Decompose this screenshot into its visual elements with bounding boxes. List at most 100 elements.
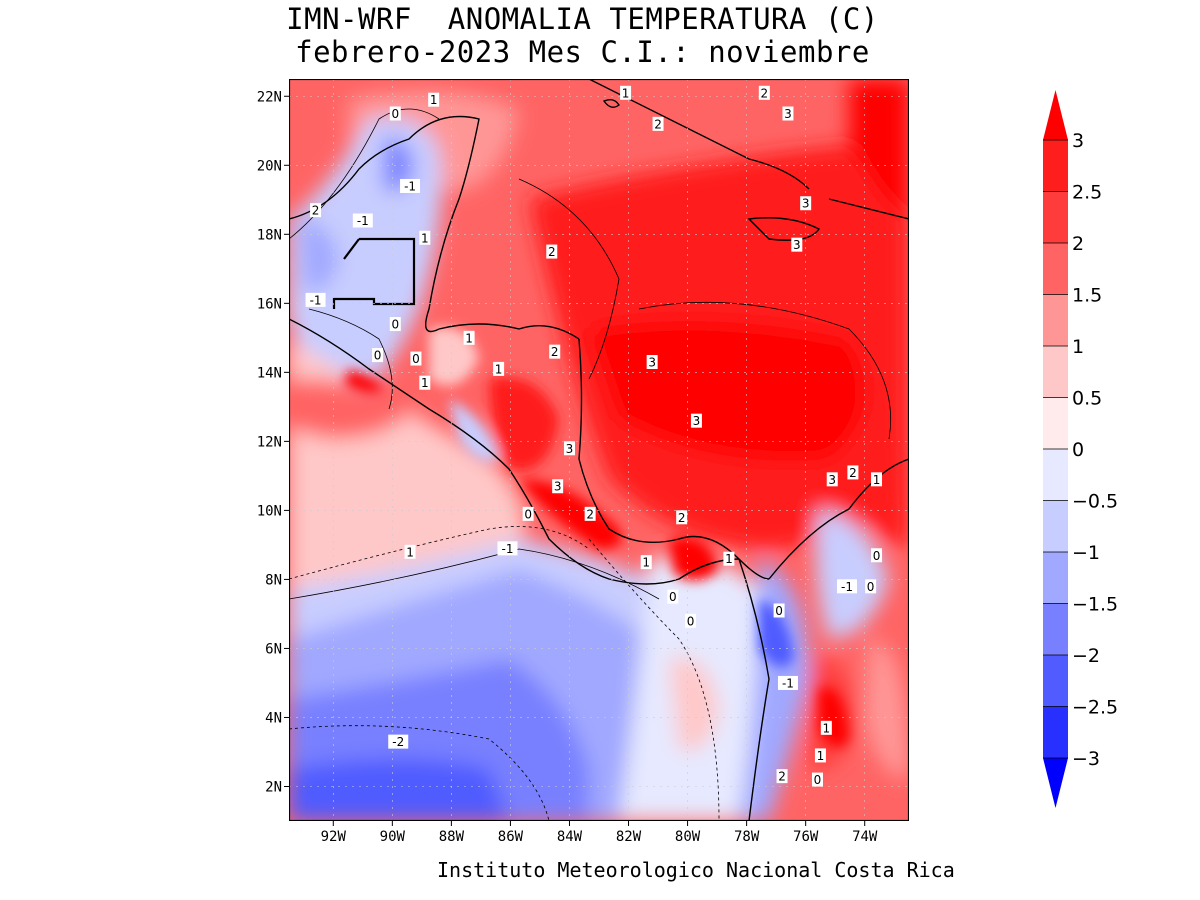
contour-label-box <box>773 603 785 618</box>
contour-label-text: -1 <box>782 676 794 690</box>
contour-label-box <box>305 292 326 307</box>
contour-label-box <box>400 178 421 193</box>
contour-label-box <box>814 748 826 763</box>
anomaly-field <box>289 79 909 821</box>
map-frame <box>289 79 909 821</box>
contour-label-box <box>782 106 794 121</box>
contour-label-box <box>549 344 561 359</box>
contour-label: 1 <box>404 544 416 559</box>
contour-label: -1 <box>400 178 421 193</box>
contour-label-box <box>723 551 735 566</box>
contour-label: 0 <box>410 351 422 366</box>
contour-label: 0 <box>389 106 401 121</box>
lon-tick-label: 78W <box>734 829 760 845</box>
contour-label-text: 2 <box>654 117 662 131</box>
contour-label-text: 2 <box>761 86 769 100</box>
contour-label-text: 1 <box>465 331 473 345</box>
colorbar-level-label: 3 <box>1072 130 1084 152</box>
contour-label: 1 <box>419 375 431 390</box>
contour-label: 3 <box>552 479 564 494</box>
colorbar-swatch <box>1043 140 1068 192</box>
contour-label: 2 <box>549 344 561 359</box>
contour-label-box <box>563 441 575 456</box>
lon-tick-label: 86W <box>498 829 524 845</box>
contour-label-box <box>820 720 832 735</box>
contour-label: 3 <box>826 472 838 487</box>
contour-label: 0 <box>685 613 697 628</box>
graticule <box>289 79 909 821</box>
contour-label-box <box>419 375 431 390</box>
contour-label: 1 <box>419 230 431 245</box>
colorbar-under-triangle <box>1043 758 1068 808</box>
contour-label-box <box>652 116 664 131</box>
contour-label-box <box>871 548 883 563</box>
contour-label: 1 <box>814 748 826 763</box>
contour-label-text: 3 <box>828 473 836 487</box>
contour-label: 2 <box>776 769 788 784</box>
contour-label-box <box>865 579 877 594</box>
contour-label-text: 2 <box>678 511 686 525</box>
coastlines <box>289 79 909 821</box>
contour-label: 3 <box>690 413 702 428</box>
contour-label-text: 1 <box>725 552 733 566</box>
contour-label-text: 2 <box>551 345 559 359</box>
footer-credit: Instituto Meteorologico Nacional Costa R… <box>437 858 955 882</box>
contour-label: 2 <box>758 85 770 100</box>
contour-label-text: 0 <box>867 580 875 594</box>
contour-label: 0 <box>871 548 883 563</box>
contour-label-text: 1 <box>406 545 414 559</box>
contour-label-box <box>758 85 770 100</box>
lon-tick-label: 88W <box>439 829 465 845</box>
colorbar-level-label: 0 <box>1072 439 1084 461</box>
contour-label: -1 <box>497 541 518 556</box>
contour-label-text: 3 <box>648 355 656 369</box>
lat-tick-label: 14N <box>257 365 282 381</box>
lon-tick-label: 84W <box>557 829 583 845</box>
contour-label: -1 <box>777 675 798 690</box>
contour-label: 2 <box>310 203 322 218</box>
contour-label-box <box>552 479 564 494</box>
colorbar-swatch <box>1043 552 1068 604</box>
colorbar-level-label: −2.5 <box>1072 697 1118 719</box>
contour-label-box <box>646 354 658 369</box>
map-title: IMN-WRF ANOMALIA TEMPERATURA (C) <box>286 2 879 36</box>
contour-label-text: -1 <box>501 542 513 556</box>
colorbar-swatch <box>1043 655 1068 707</box>
contour-label-box <box>372 348 384 363</box>
lat-tick-label: 8N <box>265 572 282 588</box>
contour-label: 3 <box>646 354 658 369</box>
contour-label-text: 3 <box>784 107 792 121</box>
contour-label-box <box>777 675 798 690</box>
contour-label-box <box>871 472 883 487</box>
contour-label-text: -2 <box>392 735 404 749</box>
lat-tick-label: 10N <box>257 503 282 519</box>
colorbar-level-label: 2.5 <box>1072 182 1102 204</box>
contour-label-text: 0 <box>374 349 382 363</box>
contour-label: 1 <box>493 361 505 376</box>
lat-tick-label: 12N <box>257 434 282 450</box>
contour-label-box <box>428 92 440 107</box>
contour-label: 2 <box>546 244 558 259</box>
contour-label-box <box>667 589 679 604</box>
colorbar-level-label: 1.5 <box>1072 285 1102 307</box>
contour-label-box <box>463 330 475 345</box>
contour-label-box <box>837 579 857 594</box>
colorbar-level-label: −2 <box>1072 645 1100 667</box>
contour-label-text: -1 <box>310 293 322 307</box>
lat-tick-label: 22N <box>257 89 282 105</box>
lat-tick-label: 2N <box>265 779 282 795</box>
colorbar-swatch <box>1043 706 1068 759</box>
contour-label-text: 3 <box>802 197 810 211</box>
contour-label-text: 0 <box>412 352 420 366</box>
contour-label: 0 <box>522 506 534 521</box>
contour-label-box <box>546 244 558 259</box>
contour-label-box <box>389 106 401 121</box>
contour-label-text: 0 <box>814 773 822 787</box>
contour-label-text: 2 <box>778 770 786 784</box>
colorbar-level-label: −0.5 <box>1072 491 1118 513</box>
contour-label-text: 2 <box>849 466 857 480</box>
colorbar-swatch <box>1043 603 1068 656</box>
contour-label-text: 1 <box>430 93 438 107</box>
